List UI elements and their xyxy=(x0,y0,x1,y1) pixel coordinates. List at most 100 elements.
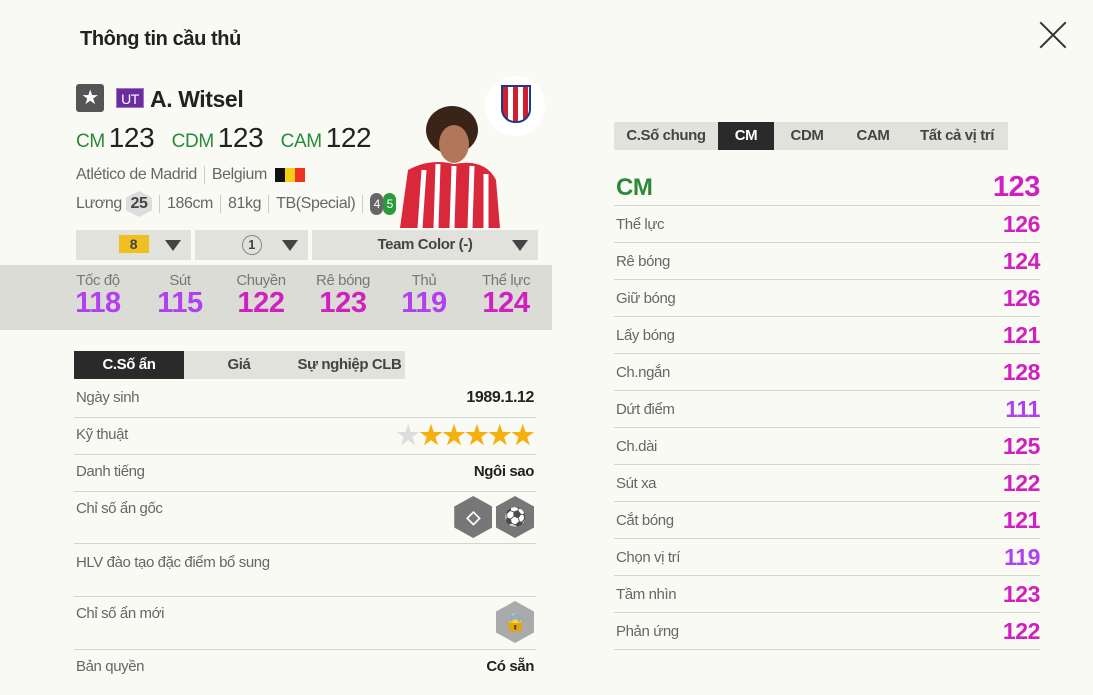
tab-price[interactable]: Giá xyxy=(227,356,251,373)
attribute-label: Rê bóng xyxy=(616,253,670,270)
attribute-row: Phản ứng 122 xyxy=(614,613,1040,650)
star-icon: ★ xyxy=(465,420,489,450)
original-traits-row: Chỉ số ẩn gốc ◇ ⚽ xyxy=(74,492,536,544)
club-name: Atlético de Madrid xyxy=(76,166,197,184)
position-detail-ovr: 123 xyxy=(992,171,1041,203)
attribute-value: 122 xyxy=(1002,470,1041,496)
left-tabs: C.Số ẩn Giá Sự nghiệp CLB xyxy=(74,351,405,379)
long-shot-trait-icon[interactable]: ⚽ xyxy=(496,496,534,538)
coach-traits-label: HLV đào tạo đặc điểm bổ sung xyxy=(76,554,270,571)
coach-traits-row: HLV đào tạo đặc điểm bổ sung xyxy=(74,544,536,597)
diamond-trait-icon[interactable]: ◇ xyxy=(454,496,493,538)
attribute-row: Ch.ngắn 128 xyxy=(614,354,1040,391)
birth-label: Ngày sinh xyxy=(76,389,140,406)
nation-name: Belgium xyxy=(211,166,267,184)
upgrade-dropdown[interactable]: 8 xyxy=(76,230,191,260)
height: 186cm xyxy=(166,195,213,213)
favorite-star-icon[interactable]: ★ xyxy=(76,84,104,112)
attribute-row: Chọn vị trí 119 xyxy=(614,539,1040,576)
attribute-value: 123 xyxy=(1002,581,1041,607)
position-ratings: CM 123 CDM 123 CAM 122 xyxy=(76,122,381,154)
page-title: Thông tin cầu thủ xyxy=(80,28,241,50)
chevron-down-icon xyxy=(282,240,298,251)
tab-cam[interactable]: CAM xyxy=(856,127,890,144)
tab-cdm[interactable]: CDM xyxy=(790,127,824,144)
star-icon: ★ xyxy=(488,420,512,450)
attribute-row: Cắt bóng 121 xyxy=(614,502,1040,539)
star-icon: ★ xyxy=(419,420,443,450)
attribute-label: Tầm nhìn xyxy=(616,586,677,603)
stat-1: Sút 115 xyxy=(140,272,220,320)
player-photo xyxy=(390,100,505,229)
fame-label: Danh tiếng xyxy=(76,463,145,480)
attribute-value: 119 xyxy=(1004,544,1040,570)
stat-3: Rê bóng 123 xyxy=(303,272,383,320)
attribute-label: Giữ bóng xyxy=(616,290,676,307)
stat-value: 123 xyxy=(319,287,367,319)
new-traits-row: Chỉ số ẩn mới 🔒 xyxy=(74,597,536,650)
position-label: CM xyxy=(76,131,105,152)
chevron-down-icon xyxy=(512,240,528,251)
body-type: TB(Special) xyxy=(276,195,356,213)
stat-label: Rê bóng xyxy=(316,272,370,289)
stat-label: Sút xyxy=(169,272,191,289)
tab-club-career[interactable]: Sự nghiệp CLB xyxy=(297,356,402,373)
tab-hidden-stats[interactable]: C.Số ẩn xyxy=(74,351,184,379)
license-value: Có sẵn xyxy=(486,658,534,675)
attribute-row: Ch.dài 125 xyxy=(614,428,1040,465)
stat-2: Chuyền 122 xyxy=(221,272,301,320)
team-color-dropdown[interactable]: Team Color (-) xyxy=(312,230,538,260)
attribute-row: Tầm nhìn 123 xyxy=(614,576,1040,613)
attribute-row: Rê bóng 124 xyxy=(614,243,1040,280)
attribute-row: Thể lực 126 xyxy=(614,206,1040,243)
tab-all-positions[interactable]: Tất cả vị trí xyxy=(920,127,994,144)
skill-stars: ★★★★★★ xyxy=(396,420,534,450)
attribute-value: 128 xyxy=(1002,359,1041,385)
attribute-value: 121 xyxy=(1002,322,1041,348)
position-label: CAM xyxy=(280,131,322,152)
stat-4: Thủ 119 xyxy=(384,272,464,320)
belgium-flag-icon xyxy=(274,168,305,182)
attribute-row: Giữ bóng 126 xyxy=(614,280,1040,317)
attribute-label: Phản ứng xyxy=(616,623,679,640)
weight: 81kg xyxy=(227,195,262,213)
stat-value: 124 xyxy=(482,287,530,319)
attribute-value: 121 xyxy=(1002,507,1041,533)
stat-label: Chuyền xyxy=(236,272,286,289)
attribute-row: Lấy bóng 121 xyxy=(614,317,1040,354)
lock-icon[interactable]: 🔒 xyxy=(496,601,534,643)
stat-label: Thể lực xyxy=(481,272,531,289)
position-ovr: 122 xyxy=(325,122,372,153)
star-icon: ★ xyxy=(511,420,534,450)
stat-value: 115 xyxy=(157,287,203,319)
stat-0: Tốc độ 118 xyxy=(58,272,138,320)
attribute-label: Ch.ngắn xyxy=(616,364,670,381)
position-ovr: 123 xyxy=(108,122,155,153)
left-foot-icon: 4 xyxy=(370,193,384,215)
attribute-value: 111 xyxy=(1005,396,1040,422)
original-traits-label: Chỉ số ẩn gốc xyxy=(76,500,163,517)
close-icon[interactable] xyxy=(1038,20,1068,50)
club-nation: Atlético de Madrid Belgium xyxy=(76,166,305,184)
fame-row: Danh tiếng Ngôi sao xyxy=(74,455,536,492)
level-value: 1 xyxy=(241,235,262,255)
stat-value: 118 xyxy=(75,287,121,319)
attribute-value: 122 xyxy=(1002,618,1041,644)
position-detail-label: CM xyxy=(616,174,653,201)
tab-cm[interactable]: CM xyxy=(718,122,774,150)
position-label: CDM xyxy=(171,131,214,152)
attribute-label: Chọn vị trí xyxy=(616,549,680,566)
right-tabs: C.Số chung CM CDM CAM Tất cả vị trí xyxy=(614,122,1008,150)
stat-label: Tốc độ xyxy=(76,272,120,289)
club-crest-icon xyxy=(485,76,545,136)
stat-label: Thủ xyxy=(411,272,437,289)
attribute-label: Cắt bóng xyxy=(616,512,674,529)
attribute-label: Sút xa xyxy=(616,475,657,492)
birth-row: Ngày sinh 1989.1.12 xyxy=(74,381,536,418)
tab-general[interactable]: C.Số chung xyxy=(626,127,706,144)
salary-label: Lương xyxy=(76,195,122,213)
level-dropdown[interactable]: 1 xyxy=(195,230,308,260)
attribute-value: 125 xyxy=(1002,433,1041,459)
player-name: A. Witsel xyxy=(150,86,244,112)
